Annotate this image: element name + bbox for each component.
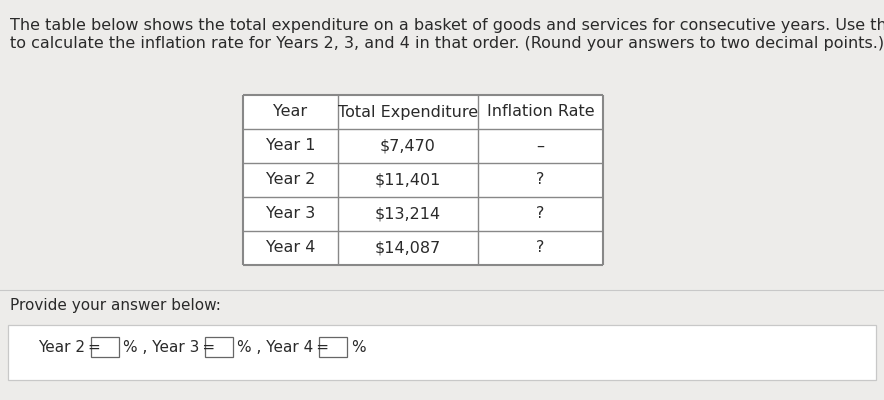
- Bar: [243, 95, 603, 265]
- Text: The table below shows the total expenditure on a basket of goods and services fo: The table below shows the total expendit…: [10, 18, 884, 33]
- Text: % , Year 4 =: % , Year 4 =: [237, 340, 329, 354]
- Text: ?: ?: [537, 240, 545, 256]
- Text: Year 1: Year 1: [266, 138, 316, 154]
- Text: % , Year 3 =: % , Year 3 =: [123, 340, 215, 354]
- Text: Year 3: Year 3: [266, 206, 315, 222]
- Text: Inflation Rate: Inflation Rate: [487, 104, 594, 120]
- Bar: [91, 337, 119, 357]
- Text: $14,087: $14,087: [375, 240, 441, 256]
- Text: Year 4: Year 4: [266, 240, 316, 256]
- Text: Year 2: Year 2: [266, 172, 316, 188]
- Text: $11,401: $11,401: [375, 172, 441, 188]
- Text: Total Expenditure: Total Expenditure: [338, 104, 478, 120]
- Text: –: –: [537, 138, 545, 154]
- Text: %: %: [351, 340, 366, 354]
- Bar: [205, 337, 233, 357]
- Text: Year 2 =: Year 2 =: [38, 340, 101, 354]
- Text: ?: ?: [537, 206, 545, 222]
- Text: Year: Year: [273, 104, 308, 120]
- Text: $7,470: $7,470: [380, 138, 436, 154]
- Text: Provide your answer below:: Provide your answer below:: [10, 298, 221, 313]
- Text: ?: ?: [537, 172, 545, 188]
- Bar: [8, 325, 876, 380]
- Bar: [319, 337, 347, 357]
- Text: to calculate the inflation rate for Years 2, 3, and 4 in that order. (Round your: to calculate the inflation rate for Year…: [10, 36, 884, 51]
- Text: $13,214: $13,214: [375, 206, 441, 222]
